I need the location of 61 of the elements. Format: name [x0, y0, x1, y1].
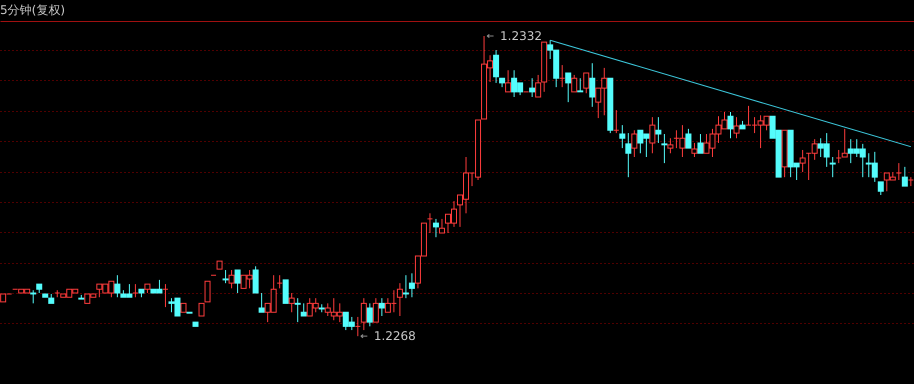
candlestick: [48, 293, 54, 304]
candlestick: [132, 284, 138, 298]
candlestick: [294, 298, 301, 323]
candlestick: [830, 156, 836, 178]
candlestick: [288, 292, 295, 313]
candlestick: [198, 302, 205, 316]
candlestick: [902, 166, 908, 187]
candlestick: [204, 280, 211, 302]
candlestick: [535, 74, 542, 98]
candlestick: [432, 218, 439, 238]
candlestick: [571, 74, 578, 92]
candlestick: [583, 72, 590, 94]
candlestick: [162, 284, 168, 308]
candlestick: [114, 274, 120, 298]
candlestick: [734, 116, 740, 139]
candlestick: [493, 50, 500, 84]
chart-title: 5分钟(复权): [0, 3, 65, 17]
candlestick: [655, 116, 662, 144]
candlestick: [728, 111, 734, 139]
candlestick: [402, 274, 409, 299]
candlestick: [426, 212, 433, 234]
candlestick: [565, 72, 572, 103]
candlestick: [234, 270, 241, 294]
candlestick: [366, 302, 373, 327]
candlestick: [697, 134, 704, 154]
candlestick: [372, 298, 379, 323]
candlestick: [577, 78, 584, 92]
annotation: 1.2268: [374, 329, 416, 344]
candlestick: [438, 218, 445, 234]
candlestick: [252, 266, 259, 294]
candlestick: [378, 298, 385, 316]
candlestick: [354, 316, 361, 337]
candlestick: [30, 290, 36, 304]
candlestick: [408, 272, 415, 298]
annotation: 1.2332: [500, 29, 542, 44]
candlestick: [589, 62, 596, 108]
candlestick: [300, 302, 307, 316]
candlestick: [691, 142, 698, 158]
candlestick: [667, 138, 674, 154]
candlestick: [878, 181, 884, 196]
candlestick: [222, 270, 229, 284]
candlestick: [276, 274, 283, 289]
candlestick: [631, 130, 638, 158]
candlestick: [282, 279, 289, 304]
candlestick: [619, 124, 626, 149]
candlestick: [505, 70, 512, 92]
candlestick: [396, 282, 403, 316]
candlestick: [661, 134, 668, 164]
candlestick: [559, 64, 566, 88]
candlestick: [258, 292, 265, 313]
candlestick: [685, 128, 692, 149]
candlestick: [529, 78, 536, 98]
candlestick: [842, 128, 848, 158]
candlestick: [836, 149, 842, 164]
candlestick: [613, 110, 620, 134]
candlestick: [228, 270, 235, 289]
candlestick: [625, 132, 632, 178]
candlestick: [896, 162, 902, 180]
candlestick: [800, 149, 806, 173]
candlestick: [360, 298, 367, 331]
candlestick: [649, 116, 656, 154]
